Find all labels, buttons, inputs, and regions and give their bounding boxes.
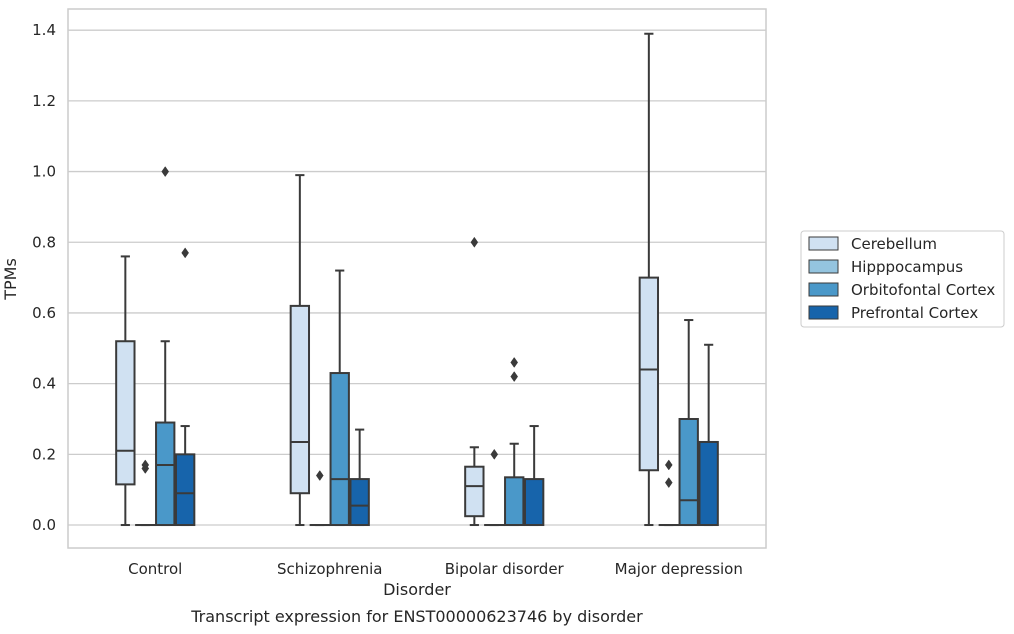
legend: Cerebellum Hipppocampus Orbitofontal Corte… [800, 230, 1005, 328]
outlier-point [181, 247, 189, 259]
box-1-3 [349, 428, 370, 527]
box-0-2 [155, 166, 176, 527]
y-axis-ticks: 0.0 0.2 0.4 0.6 0.8 1.0 1.2 1.4 [32, 21, 56, 534]
x-axis-title: Disorder [383, 580, 451, 599]
x-tick-label: Control [128, 560, 182, 578]
box-body [289, 304, 311, 495]
legend-swatch [808, 282, 839, 297]
outlier-point [510, 371, 519, 383]
legend-swatch [808, 236, 839, 251]
legend-label: Prefrontal Cortex [851, 304, 978, 322]
legend-label: Orbitofontal Cortex [851, 281, 995, 299]
x-tick-label: Major depression [615, 560, 743, 578]
y-tick-label: 0.0 [32, 516, 56, 534]
box-body [678, 417, 699, 527]
box-2-2 [504, 357, 525, 527]
box-body [464, 465, 485, 518]
y-tick-label: 0.6 [32, 304, 56, 322]
box-body [115, 340, 136, 486]
outlier-point [161, 166, 170, 178]
outlier-point [490, 448, 499, 460]
box-3-1 [658, 459, 679, 527]
box-body [349, 478, 370, 527]
x-tick-label: Schizophrenia [277, 560, 382, 578]
box-body [504, 476, 525, 527]
outlier-point [664, 459, 673, 471]
outlier-point [664, 477, 673, 489]
x-tick-label: Bipolar disorder [445, 560, 565, 578]
box-1-2 [329, 269, 350, 527]
y-axis-title: TPMs [1, 258, 20, 301]
legend-swatch [808, 305, 839, 320]
box-0-0 [115, 255, 136, 527]
box-body [638, 276, 660, 472]
y-tick-label: 1.4 [32, 21, 56, 39]
box-0-3 [174, 247, 196, 527]
box-3-0 [638, 32, 660, 527]
outlier-point [510, 357, 519, 368]
y-tick-label: 1.2 [32, 92, 56, 110]
legend-label: Cerebellum [851, 235, 937, 253]
legend-frame [800, 230, 1005, 328]
outlier-point [470, 236, 479, 248]
x-axis-ticks: Control Schizophrenia Bipolar disorder Majo… [128, 560, 743, 578]
box-0-1 [135, 459, 156, 527]
outlier-point [315, 470, 324, 481]
legend-swatch [808, 259, 839, 274]
legend-label: Hipppocampus [851, 258, 963, 276]
box-body [698, 440, 719, 527]
outlier-point [141, 459, 150, 471]
box-2-1 [484, 448, 505, 527]
chart-caption: Transcript expression for ENST0000062374… [190, 607, 643, 626]
box-3-2 [678, 319, 699, 527]
box-1-1 [309, 470, 330, 527]
box-body [174, 453, 196, 527]
box-1-0 [289, 174, 311, 527]
box-groups [115, 32, 719, 527]
box-body [329, 372, 350, 527]
box-2-3 [523, 425, 545, 527]
box-body [523, 478, 545, 527]
y-tick-label: 0.2 [32, 445, 56, 463]
y-tick-label: 0.8 [32, 233, 56, 251]
y-tick-label: 0.4 [32, 375, 56, 393]
box-2-0 [464, 236, 485, 527]
y-tick-label: 1.0 [32, 163, 56, 181]
box-body [155, 421, 176, 527]
box-3-3 [698, 343, 719, 527]
